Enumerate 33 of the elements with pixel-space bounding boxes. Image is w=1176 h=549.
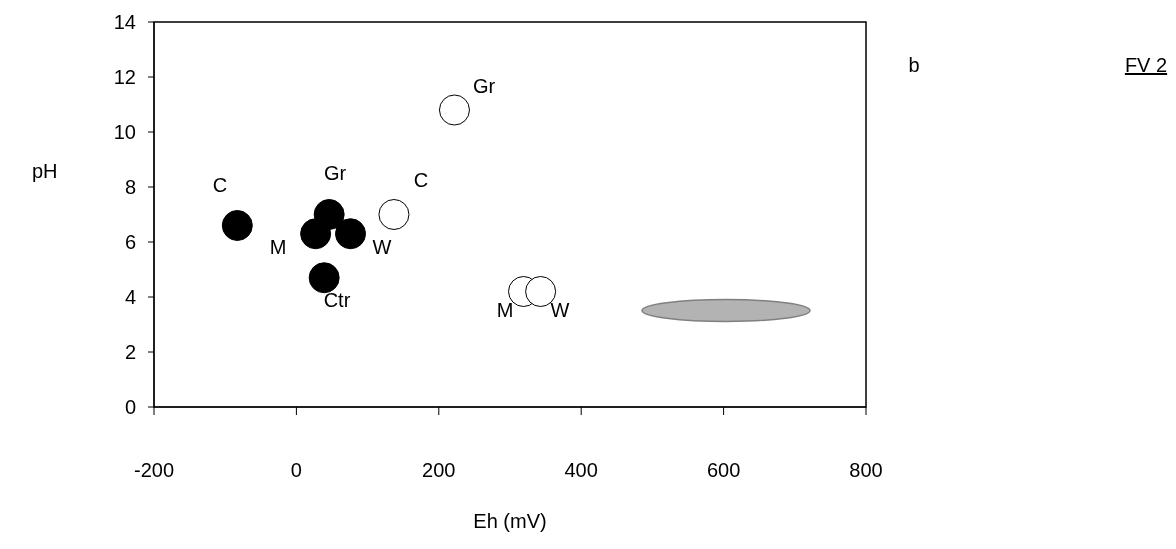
y-axis-title: pH	[32, 159, 58, 182]
text: b	[908, 54, 920, 76]
x-tick-label: 200	[422, 459, 456, 482]
y-tick-label: 2	[124, 341, 136, 364]
annotation: C	[413, 169, 429, 191]
y-tick-label: 8	[124, 176, 136, 199]
y-tick-label: 6	[124, 231, 136, 254]
y-tick-label: 12	[113, 66, 136, 89]
point	[308, 262, 340, 294]
point	[221, 210, 253, 241]
x-tick-label: 800	[849, 459, 883, 482]
annotation: C	[212, 174, 228, 196]
x-tick-label: 400	[564, 459, 598, 482]
text: FV 2	[1124, 54, 1168, 76]
annotation: Ctr	[323, 289, 351, 311]
y-tick-label: 14	[113, 11, 136, 34]
x-tick-label: 0	[290, 459, 302, 482]
y-tick-label: 4	[124, 286, 136, 309]
annotation: W	[550, 299, 570, 321]
annotation: M	[496, 299, 514, 321]
x-tick-label: -200	[133, 459, 175, 482]
annotation: W	[372, 236, 392, 258]
annotation: M	[269, 236, 287, 258]
point	[335, 218, 367, 250]
x-tick-label: 600	[706, 459, 741, 482]
annotation: Gr	[323, 162, 347, 184]
point	[438, 94, 470, 126]
point	[378, 199, 410, 230]
y-tick-label: 0	[124, 396, 136, 419]
annotation: Gr	[472, 75, 496, 97]
point	[300, 218, 332, 250]
y-tick-label: 10	[113, 121, 136, 144]
x-axis-title: Eh (mV)	[473, 510, 547, 532]
